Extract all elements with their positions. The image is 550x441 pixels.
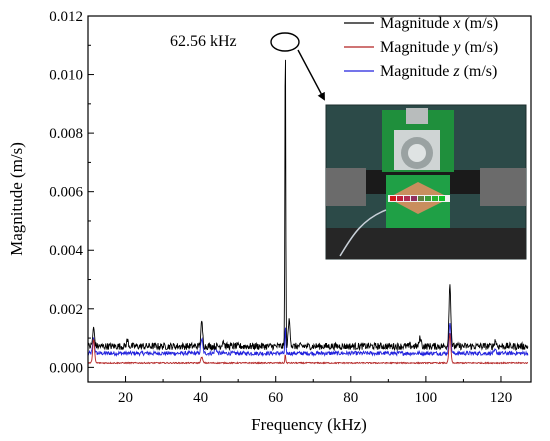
legend: Magnitude x (m/s) Magnitude y (m/s) Magnit…	[344, 15, 498, 80]
plot-frame	[87, 15, 532, 383]
x-tick-label: 120	[490, 390, 513, 406]
x-tick-label: 60	[268, 390, 283, 406]
y-axis-title: Magnitude (m/s)	[7, 142, 26, 256]
x-tick-label: 40	[193, 390, 208, 406]
x-tick-label: 80	[343, 390, 358, 406]
ticks-layer: 20 40 60 80 100 120 0.000 0.002 0.004 0.006 0.008 0…	[49, 9, 512, 406]
legend-label: Magnitude z (m/s)	[380, 63, 497, 80]
x-axis-title: Frequency (kHz)	[251, 415, 367, 434]
y-tick-label: 0.002	[49, 302, 83, 318]
y-tick-label: 0.010	[49, 68, 83, 84]
peak-annotation-label: 62.56 kHz	[170, 33, 237, 50]
x-tick-label: 20	[118, 390, 133, 406]
y-tick-label: 0.004	[49, 243, 83, 259]
y-tick-label: 0.008	[49, 126, 83, 142]
y-tick-label: 0.012	[49, 9, 83, 25]
peak-annotation-arrow	[297, 49, 325, 101]
legend-label: Magnitude y (m/s)	[380, 39, 498, 56]
legend-label: Magnitude x (m/s)	[380, 15, 498, 32]
y-tick-label: 0.000	[49, 360, 83, 376]
x-tick-label: 100	[415, 390, 438, 406]
y-tick-label: 0.006	[49, 185, 83, 201]
peak-annotation-ellipse	[270, 32, 300, 52]
series-layer	[87, 59, 529, 365]
series-line-1	[87, 59, 529, 352]
series-line-2	[87, 333, 528, 365]
inset-photo	[325, 104, 527, 260]
series-line-3	[87, 322, 529, 358]
